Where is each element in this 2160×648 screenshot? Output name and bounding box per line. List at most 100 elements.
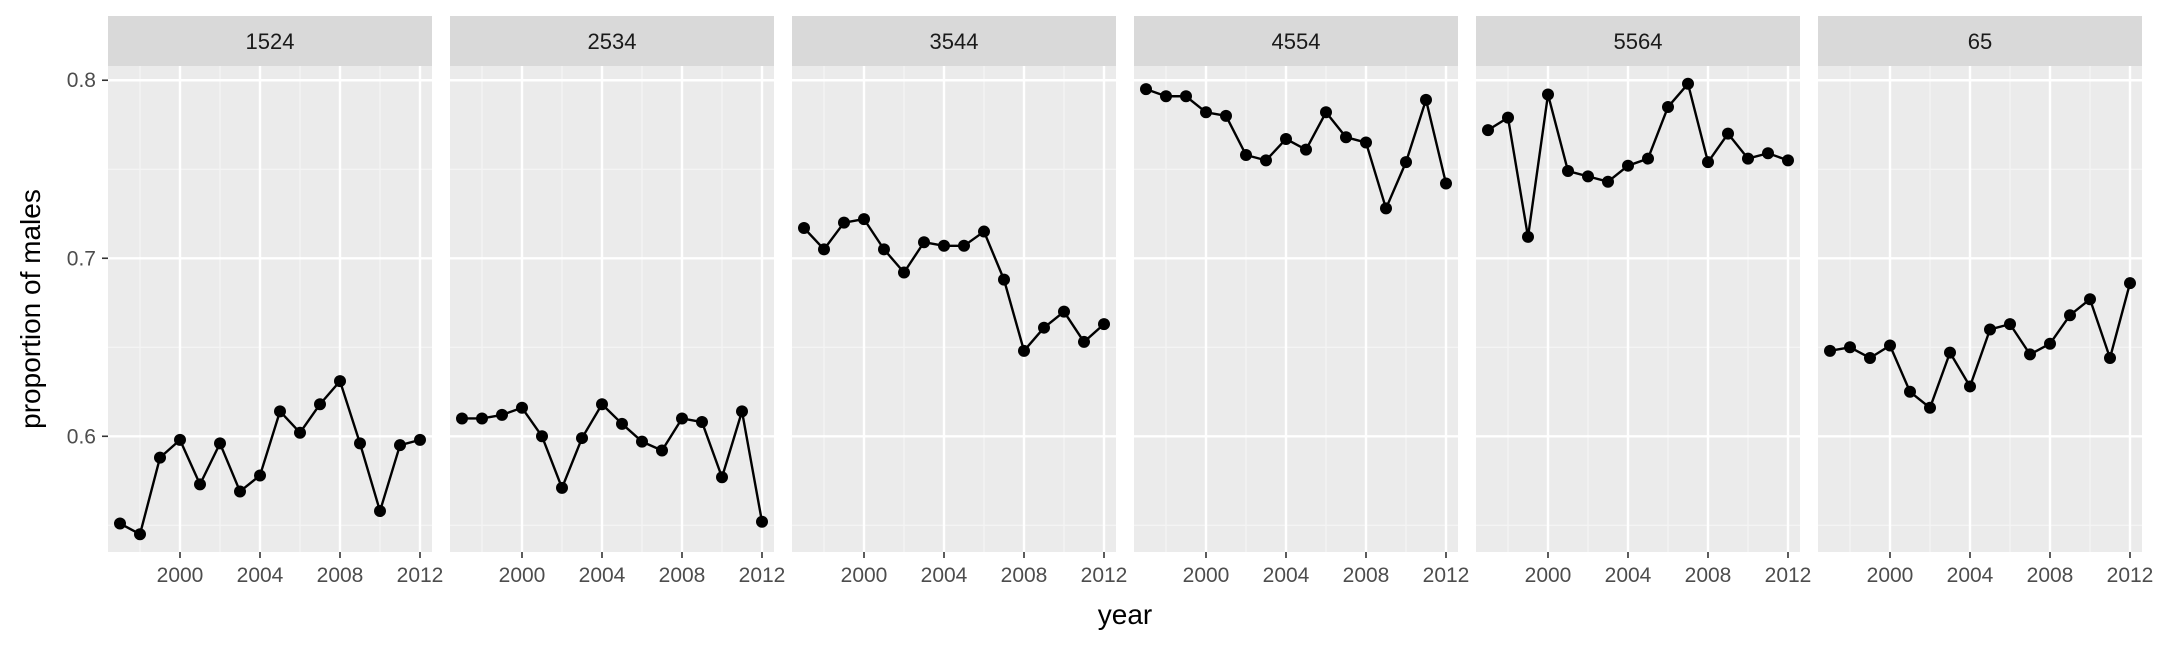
data-point <box>1964 380 1976 393</box>
x-tick-label: 2012 <box>397 564 444 587</box>
data-point <box>154 451 166 464</box>
data-point <box>1642 152 1654 165</box>
data-point <box>1984 323 1996 336</box>
panel-strip-label: 5564 <box>1614 29 1663 54</box>
data-point <box>1078 335 1090 348</box>
x-tick-label: 2004 <box>1605 564 1652 587</box>
data-point <box>1602 175 1614 188</box>
data-point <box>2124 277 2136 290</box>
x-tick-label: 2000 <box>1183 564 1230 587</box>
panel-strip <box>1818 16 2142 66</box>
data-point <box>1240 149 1252 162</box>
data-point <box>1038 321 1050 334</box>
data-point <box>294 426 306 439</box>
data-point <box>2024 348 2036 361</box>
data-point <box>1864 351 1876 364</box>
x-tick-label: 2012 <box>1081 564 1128 587</box>
panel-strip <box>792 16 1116 66</box>
data-point <box>476 412 488 425</box>
panel-strip <box>450 16 774 66</box>
data-point <box>1200 106 1212 119</box>
data-point <box>918 236 930 249</box>
data-point <box>736 405 748 418</box>
data-point <box>1018 344 1030 357</box>
data-point <box>456 412 468 425</box>
data-point <box>696 416 708 429</box>
x-tick-label: 2000 <box>499 564 546 587</box>
data-point <box>1682 77 1694 90</box>
y-tick-label: 0.7 <box>67 247 96 270</box>
panel-4554: 4554 2000 2004 2008 2012 <box>1134 16 1469 587</box>
panel-background <box>1818 66 2142 552</box>
y-tick-label: 0.8 <box>67 69 96 92</box>
data-point <box>1280 132 1292 145</box>
panel-2534: 2534 2000 2004 2008 2012 <box>450 16 785 587</box>
x-tick-label: 2000 <box>1867 564 1914 587</box>
x-tick-label: 2012 <box>1423 564 1470 587</box>
panel-strip <box>1134 16 1458 66</box>
x-tick-label: 2004 <box>1263 564 1310 587</box>
data-point <box>1340 131 1352 144</box>
x-tick-label: 2012 <box>2107 564 2154 587</box>
x-tick-label: 2004 <box>237 564 284 587</box>
data-point <box>1098 318 1110 331</box>
data-point <box>978 225 990 238</box>
data-point <box>716 471 728 484</box>
data-point <box>1904 385 1916 398</box>
x-tick-label: 2008 <box>2027 564 2074 587</box>
panel-strip <box>108 16 432 66</box>
data-point <box>2104 351 2116 364</box>
x-tick-label: 2000 <box>1525 564 1572 587</box>
series-line <box>1829 282 2132 409</box>
data-point <box>576 432 588 445</box>
data-point <box>214 437 226 450</box>
data-point <box>1702 156 1714 169</box>
panel-3544: 3544 2000 2004 2008 2012 <box>792 16 1127 587</box>
data-point <box>556 481 568 494</box>
data-point <box>998 273 1010 286</box>
data-point <box>1360 136 1372 149</box>
x-tick-label: 2008 <box>1685 564 1732 587</box>
panel-1524: 1524 2000 2004 2008 2012 <box>108 16 443 587</box>
x-tick-label: 2000 <box>157 564 204 587</box>
data-point <box>756 515 768 528</box>
data-point <box>898 266 910 279</box>
data-point <box>536 430 548 443</box>
x-tick-label: 2008 <box>659 564 706 587</box>
data-point <box>1058 305 1070 318</box>
data-point <box>1722 127 1734 140</box>
data-point <box>1320 106 1332 119</box>
data-point <box>1762 147 1774 160</box>
data-point <box>858 213 870 226</box>
data-point <box>334 375 346 388</box>
data-point <box>798 222 810 234</box>
series-line <box>803 217 1105 353</box>
panel-5564: 5564 2000 2004 2008 2012 <box>1476 16 1811 587</box>
panel-background <box>108 66 432 552</box>
data-point <box>1562 165 1574 178</box>
data-point <box>656 444 668 457</box>
panel-background <box>1134 66 1458 552</box>
data-point <box>414 433 426 446</box>
x-tick-label: 2004 <box>579 564 626 587</box>
panel-strip-label: 65 <box>1968 29 1992 54</box>
x-tick-label: 2004 <box>1947 564 1994 587</box>
y-tick-label: 0.6 <box>67 425 96 448</box>
data-point <box>2064 309 2076 322</box>
data-point <box>2084 293 2096 306</box>
data-point <box>254 469 266 482</box>
data-point <box>1582 170 1594 183</box>
data-point <box>1944 346 1956 359</box>
data-point <box>2044 337 2056 350</box>
data-point <box>174 433 186 446</box>
data-point <box>134 528 146 541</box>
data-point <box>1380 202 1392 215</box>
data-point <box>1622 159 1634 172</box>
data-point <box>1522 230 1534 243</box>
data-point <box>274 405 286 418</box>
data-point <box>1482 124 1494 137</box>
data-point <box>1742 152 1754 165</box>
x-tick-label: 2008 <box>1343 564 1390 587</box>
x-tick-label: 2004 <box>921 564 968 587</box>
